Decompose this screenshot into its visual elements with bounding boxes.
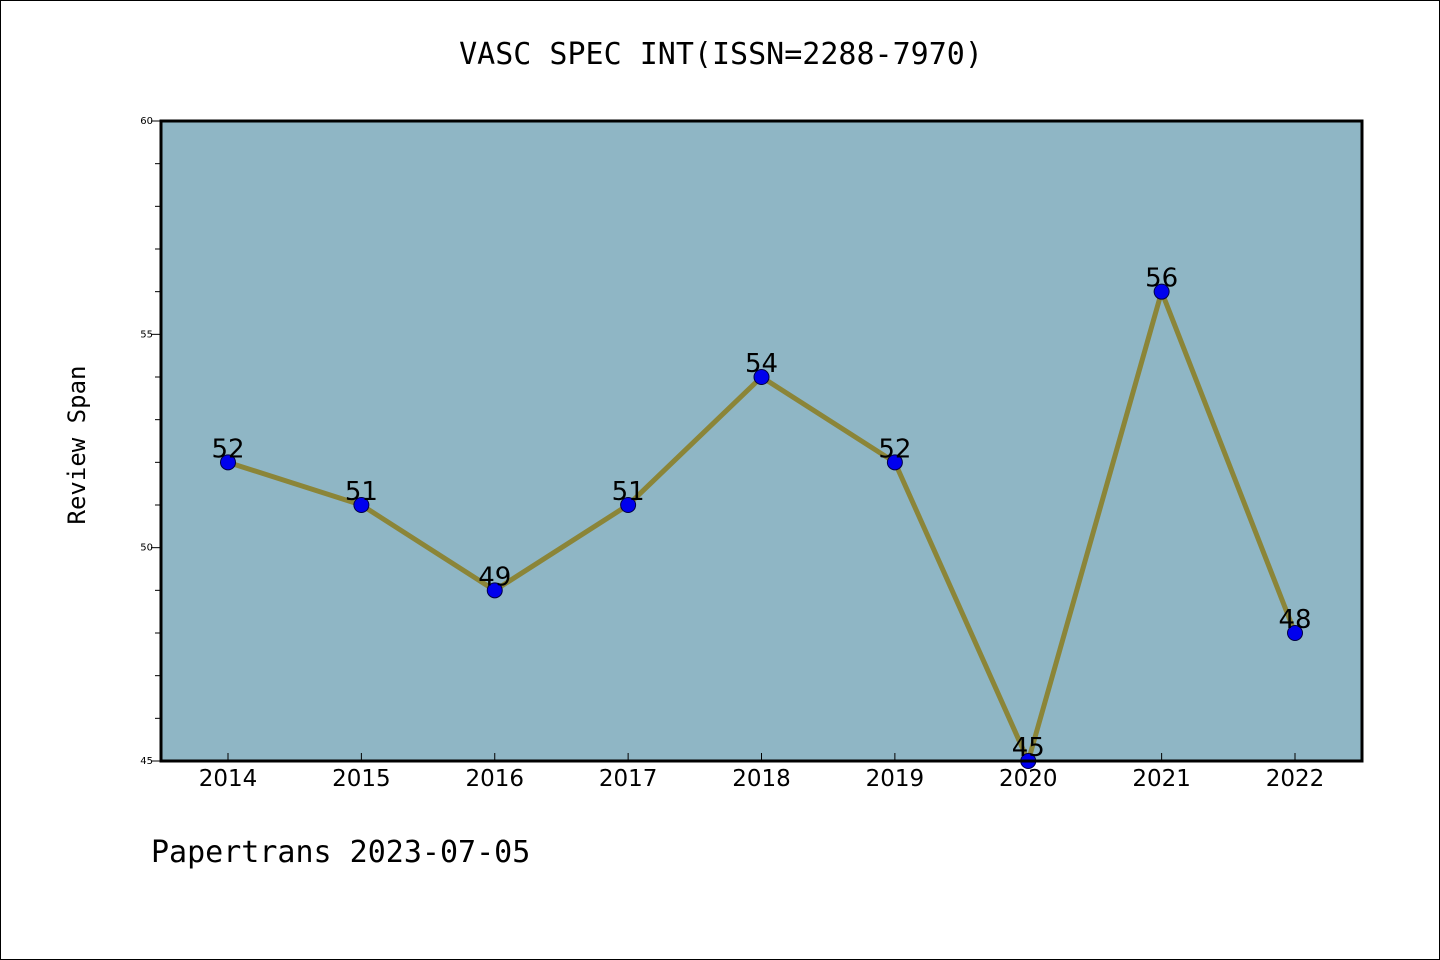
data-point bbox=[1287, 625, 1303, 641]
y-tick-label: 50 bbox=[140, 543, 153, 554]
x-tick-label: 2022 bbox=[1266, 766, 1325, 792]
data-label: 48 bbox=[1278, 605, 1311, 635]
data-point bbox=[1153, 283, 1170, 300]
data-label: 51 bbox=[612, 477, 645, 507]
chart-title: VASC SPEC INT(ISSN=2288-7970) bbox=[459, 37, 983, 72]
data-point bbox=[486, 582, 503, 599]
data-point bbox=[353, 497, 370, 513]
data-point bbox=[220, 454, 236, 471]
data-label: 52 bbox=[878, 434, 911, 464]
plot-frame bbox=[159, 119, 1364, 763]
plot-area bbox=[161, 121, 1362, 761]
x-axis-ticks: 2014 2015 2016 2017 2018 2019 2020 2021 2022 bbox=[199, 753, 1325, 792]
data-label: 54 bbox=[745, 349, 778, 379]
data-label: 49 bbox=[478, 562, 511, 592]
y-tick-label: 45 bbox=[140, 756, 153, 767]
series-group: 52 51 49 51 54 52 45 56 48 bbox=[211, 264, 1312, 769]
data-point bbox=[753, 369, 770, 385]
x-tick-label: 2016 bbox=[465, 766, 524, 792]
data-point bbox=[620, 497, 637, 513]
x-tick-label: 2014 bbox=[199, 766, 258, 792]
data-label: 45 bbox=[1012, 733, 1045, 763]
x-tick-label: 2019 bbox=[866, 766, 925, 792]
x-tick-label: 2020 bbox=[999, 766, 1058, 792]
y-tick-label: 60 bbox=[140, 116, 153, 127]
data-label: 51 bbox=[345, 477, 378, 507]
x-tick-label: 2015 bbox=[332, 766, 391, 792]
data-label: 56 bbox=[1145, 264, 1178, 294]
data-point bbox=[886, 454, 903, 471]
y-tick-label: 55 bbox=[140, 329, 153, 340]
x-tick-label: 2017 bbox=[599, 766, 658, 792]
data-label: 52 bbox=[211, 434, 244, 464]
x-tick-label: 2021 bbox=[1132, 766, 1191, 792]
x-tick-label: 2018 bbox=[732, 766, 791, 792]
y-axis-ticks: 45 50 55 60 bbox=[140, 116, 161, 767]
footer-credit: Papertrans 2023-07-05 bbox=[151, 835, 531, 870]
